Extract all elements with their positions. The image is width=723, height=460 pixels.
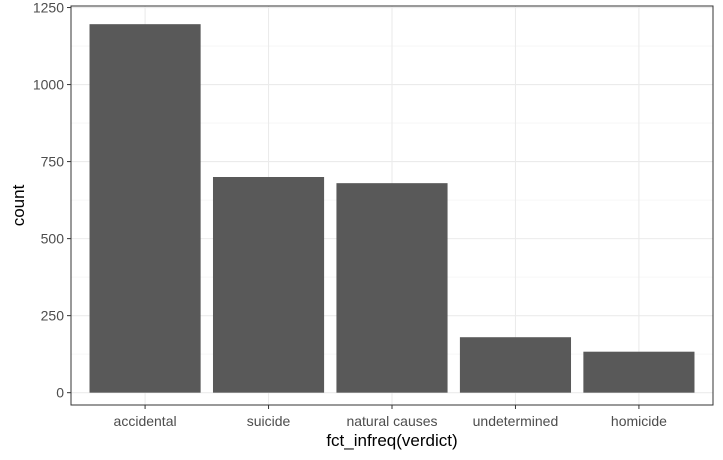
- x-axis-tick-labels: accidental suicide natural causes undetermi…: [114, 413, 668, 429]
- y-tick-label: 500: [41, 231, 65, 247]
- y-tick-label: 250: [41, 308, 65, 324]
- bar-homicide: [583, 351, 695, 393]
- x-tick-label: homicide: [611, 413, 667, 429]
- y-tick-label: 1250: [33, 0, 64, 16]
- bar-undetermined: [459, 337, 572, 393]
- bar-accidental: [89, 24, 201, 393]
- y-axis-tick-labels: 0 250 500 750 1000 1250: [33, 0, 64, 401]
- y-axis-ticks: [67, 7, 71, 394]
- bars: [89, 24, 695, 393]
- y-tick-label: 1000: [33, 77, 64, 93]
- x-axis-title: fct_infreq(verdict): [326, 431, 457, 450]
- y-tick-label: 0: [56, 385, 64, 401]
- x-axis-ticks: [144, 405, 640, 409]
- bar-suicide: [212, 177, 325, 393]
- x-tick-label: accidental: [114, 413, 177, 429]
- x-tick-label: undetermined: [473, 413, 559, 429]
- x-tick-label: suicide: [247, 413, 291, 429]
- x-tick-label: natural causes: [346, 413, 437, 429]
- y-tick-label: 750: [41, 154, 65, 170]
- y-axis-title: count: [9, 184, 28, 226]
- bar-natural-causes: [336, 183, 448, 393]
